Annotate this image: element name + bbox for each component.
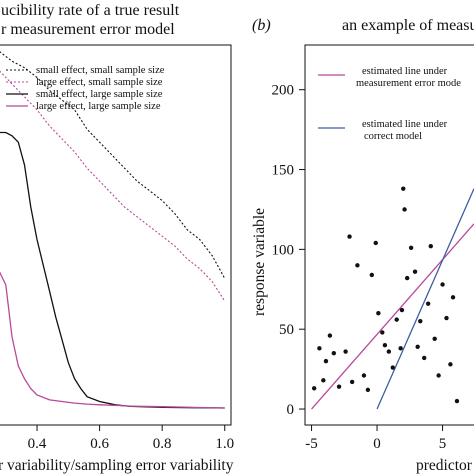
panel-a-plot-frame xyxy=(0,44,232,426)
scatter-point xyxy=(365,387,371,393)
scatter-point xyxy=(422,355,427,361)
y-tick-label: 100 xyxy=(272,242,295,258)
x-tick-label: 5 xyxy=(439,436,447,452)
series-line-small-effect-small-sample-size xyxy=(0,51,226,279)
scatter-point xyxy=(331,350,337,356)
scatter-point xyxy=(327,333,333,338)
panel-a-series-lines xyxy=(0,51,226,409)
scatter-point xyxy=(402,207,407,212)
y-tick-label: 50 xyxy=(279,322,294,338)
panel-b-legend: estimated line under measurement error m… xyxy=(318,66,461,142)
y-tick-label: 0 xyxy=(287,402,295,418)
scatter-point xyxy=(382,342,388,348)
scatter-point xyxy=(398,346,403,351)
scatter-point xyxy=(425,301,431,306)
scatter-point xyxy=(361,373,367,378)
y-tick-label: 200 xyxy=(272,83,295,99)
scatter-point xyxy=(432,336,437,341)
scatter-point xyxy=(390,365,395,370)
x-tick-label: -5 xyxy=(305,436,318,452)
scatter-point xyxy=(369,272,375,278)
panel-b-y-axis: 0 50 100 150 200 xyxy=(272,83,305,418)
x-tick-label: 0.4 xyxy=(28,436,47,452)
scatter-point xyxy=(394,317,399,322)
panel-a-x-axis-label: r variability/sampling error variability xyxy=(0,457,234,474)
scatter-point xyxy=(448,362,453,367)
x-tick-label: 0 xyxy=(373,436,381,452)
scatter-point xyxy=(343,349,348,354)
panel-a-legend: small effect, small sample size large ef… xyxy=(6,65,165,112)
scatter-point xyxy=(311,386,317,391)
scatter-point xyxy=(415,344,420,349)
scatter-point xyxy=(408,245,414,250)
legend-label-correct-model-line-2: correct model xyxy=(364,131,422,142)
panel-b-x-axis-label: predictor xyxy=(416,457,473,474)
legend-label-measurement-error-line-1: estimated line under xyxy=(362,66,448,77)
scatter-point xyxy=(450,295,456,300)
panel-b-fit-lines xyxy=(311,188,474,410)
scatter-point xyxy=(444,315,449,321)
correct-model-fit-line xyxy=(376,188,474,410)
scatter-point xyxy=(412,269,418,274)
panel-a-chart: ucibility rate of a true result r measur… xyxy=(0,2,234,474)
panel-a-title-line1: ucibility rate of a true result xyxy=(1,2,180,19)
scatter-point xyxy=(336,384,342,389)
scatter-point xyxy=(347,234,352,239)
scatter-point xyxy=(418,319,423,324)
legend-label-large-effect-small-sample: large effect, small sample size xyxy=(36,77,163,88)
scatter-point xyxy=(440,282,445,287)
scatter-point xyxy=(386,349,392,354)
legend-label-small-effect-large-sample: small effect, large sample size xyxy=(36,89,163,100)
panel-b-x-axis: -5 0 5 xyxy=(305,425,446,452)
scatter-point xyxy=(380,330,385,335)
scatter-point xyxy=(399,307,405,313)
legend-label-large-effect-large-sample: large effect, large sample size xyxy=(36,101,161,112)
scatter-point xyxy=(321,378,326,383)
legend-label-small-effect-small-sample: small effect, small sample size xyxy=(36,65,165,76)
y-tick-label: 150 xyxy=(272,163,295,179)
scatter-point xyxy=(355,263,360,268)
legend-label-correct-model-line-1: estimated line under xyxy=(362,119,448,130)
scatter-point xyxy=(436,373,441,378)
panel-a-title-line2: r measurement error model xyxy=(1,21,175,38)
scatter-point xyxy=(454,398,460,404)
scatter-point xyxy=(428,243,433,249)
series-line-large-effect-large-sample-size xyxy=(0,271,225,409)
scatter-point xyxy=(376,311,381,316)
legend-label-measurement-error-line-2: measurement error mode xyxy=(356,78,461,89)
panel-b-plot-frame xyxy=(304,44,474,426)
scatter-point xyxy=(349,379,355,385)
series-line-small-effect-large-sample-size xyxy=(0,131,225,409)
measurement-error-fit-line xyxy=(311,223,474,410)
panel-b-scatter-points xyxy=(311,186,460,404)
scatter-point xyxy=(373,240,378,246)
panel-b-y-axis-label: response variable xyxy=(251,208,268,316)
scatter-point xyxy=(404,275,410,281)
panel-b-label: (b) xyxy=(252,17,271,34)
scatter-point xyxy=(323,358,329,364)
panel-a-x-axis: 0.4 0.6 0.8 1.0 xyxy=(28,425,234,452)
scatter-point xyxy=(317,346,322,351)
x-tick-label: 0.6 xyxy=(90,436,109,452)
x-tick-label: 1.0 xyxy=(215,436,234,452)
scatter-point xyxy=(401,186,406,191)
x-tick-label: 0.8 xyxy=(153,436,172,452)
panel-b-title: an example of measu xyxy=(342,17,474,34)
